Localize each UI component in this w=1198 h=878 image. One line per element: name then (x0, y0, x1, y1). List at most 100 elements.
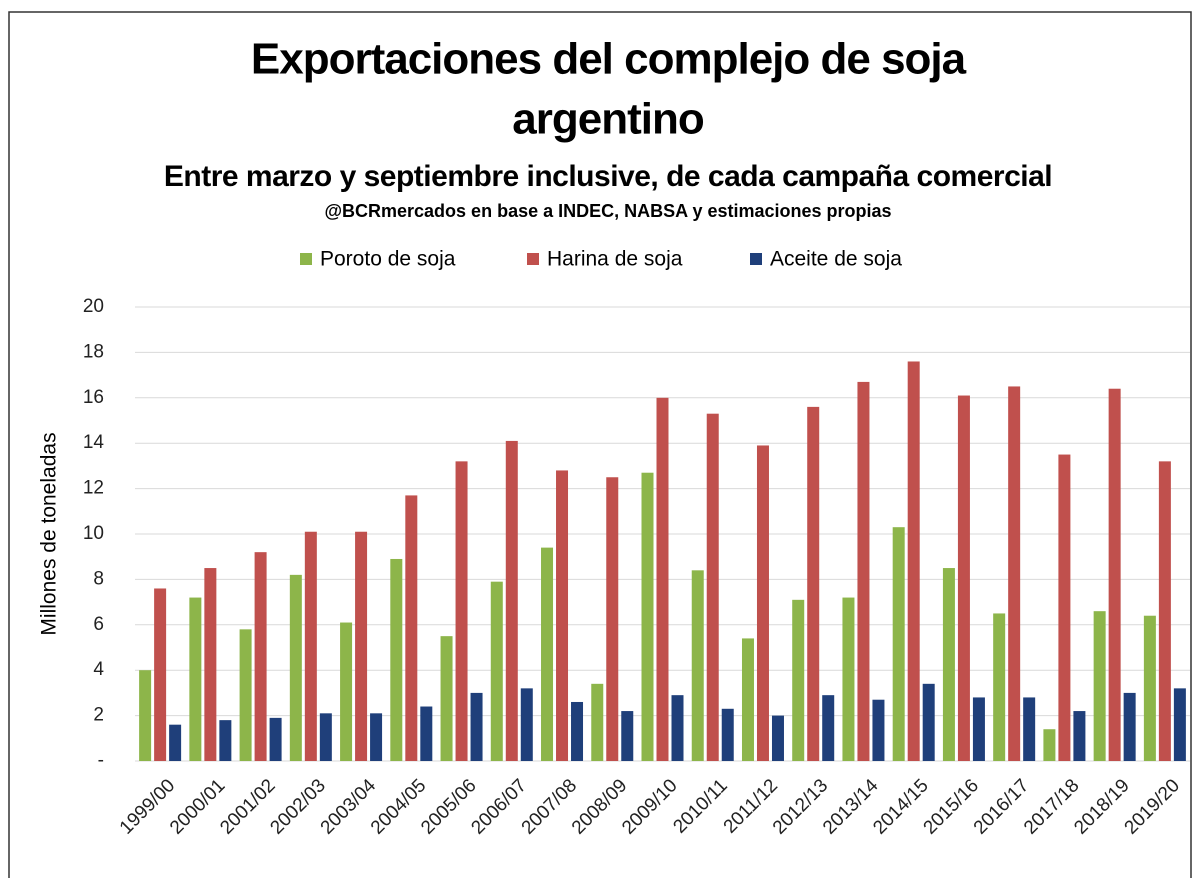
chart-source: @BCRmercados en base a INDEC, NABSA y es… (324, 201, 891, 221)
bar (857, 381, 870, 761)
x-tick-label: 2008/09 (568, 775, 631, 838)
bar (239, 629, 252, 761)
x-tick-label: 2010/11 (669, 775, 731, 837)
bar (993, 613, 1006, 761)
bar (807, 406, 820, 761)
legend-label: Poroto de soja (320, 248, 456, 271)
bar (842, 597, 855, 761)
bar (1158, 461, 1171, 761)
bar (1173, 688, 1186, 761)
bar (254, 552, 267, 761)
y-tick-label: 6 (93, 614, 104, 635)
bar (355, 531, 368, 761)
bar (520, 688, 533, 761)
bar (405, 495, 418, 761)
x-tick-label: 1999/00 (116, 775, 179, 838)
bar (470, 692, 483, 761)
bar (420, 706, 433, 761)
bar (1058, 454, 1071, 761)
bar (872, 699, 885, 761)
y-tick-label: 4 (93, 659, 104, 680)
bar (1073, 711, 1086, 761)
frame (8, 11, 1192, 878)
bar (455, 461, 468, 761)
bar (942, 568, 955, 761)
x-tick-label: 2012/13 (769, 775, 832, 838)
bar (189, 597, 202, 761)
bar (671, 695, 684, 761)
legend-swatch (527, 253, 539, 265)
bar (621, 711, 634, 761)
legend-label: Harina de soja (547, 248, 683, 271)
x-tick-label: 2006/07 (467, 775, 530, 838)
legend-swatch (750, 253, 762, 265)
bar (304, 531, 317, 761)
bar (204, 568, 217, 761)
bar (154, 588, 167, 761)
x-tick-label: 2015/16 (920, 775, 983, 838)
chart-subtitle: Entre marzo y septiembre inclusive, de c… (164, 160, 1052, 193)
bar (892, 527, 905, 761)
bar (691, 570, 704, 761)
x-tick-label: 2018/19 (1070, 775, 1133, 838)
chart-title: argentino (512, 95, 704, 144)
x-tick-label: 2005/06 (417, 775, 480, 838)
bar (269, 717, 282, 761)
bar (957, 395, 970, 761)
y-tick-label: 14 (83, 432, 105, 453)
y-tick-label: - (98, 750, 104, 771)
x-tick-label: 2016/17 (970, 775, 1033, 838)
bar (319, 713, 332, 761)
bar (340, 622, 353, 761)
y-tick-label: 8 (93, 568, 104, 589)
x-tick-label: 2009/10 (618, 775, 681, 838)
x-tick-label: 2017/18 (1020, 775, 1083, 838)
bar (741, 638, 754, 761)
bar (556, 470, 569, 761)
x-tick-label: 2002/03 (266, 775, 329, 838)
bar (1143, 615, 1156, 761)
y-tick-label: 12 (83, 478, 104, 499)
x-tick-label: 2007/08 (518, 775, 581, 838)
x-tick-label: 2000/01 (166, 775, 229, 838)
bar (390, 558, 403, 761)
bar (490, 581, 503, 761)
y-tick-label: 18 (83, 341, 104, 362)
bar (656, 397, 669, 761)
bar (1023, 697, 1036, 761)
bar (591, 683, 604, 761)
bar (641, 472, 654, 761)
x-tick-label: 2014/15 (869, 775, 932, 838)
bar (370, 713, 383, 761)
y-axis-label: Millones de toneladas (38, 432, 61, 635)
bar (606, 477, 619, 761)
bar (706, 413, 719, 761)
bar (922, 683, 935, 761)
bar (756, 445, 769, 761)
bar (1108, 388, 1121, 761)
x-tick-label: 2004/05 (367, 775, 430, 838)
bar (721, 708, 734, 761)
y-tick-label: 16 (83, 387, 104, 408)
bar (972, 697, 985, 761)
bar (541, 547, 554, 761)
bar (822, 695, 835, 761)
bar (440, 636, 453, 761)
legend-swatch (300, 253, 312, 265)
legend-label: Aceite de soja (770, 248, 902, 271)
bar (1093, 611, 1106, 761)
x-tick-label: 2001/02 (216, 775, 279, 838)
bar (771, 715, 784, 761)
bar (571, 701, 584, 761)
bar (792, 599, 805, 761)
bar (139, 670, 152, 761)
bar (1123, 692, 1136, 761)
bar (505, 440, 518, 761)
y-tick-label: 10 (83, 523, 104, 544)
chart-title: Exportaciones del complejo de soja (251, 35, 967, 84)
y-tick-label: 20 (83, 296, 104, 317)
y-tick-label: 2 (93, 705, 104, 726)
bar (289, 574, 302, 761)
bar (169, 724, 182, 761)
